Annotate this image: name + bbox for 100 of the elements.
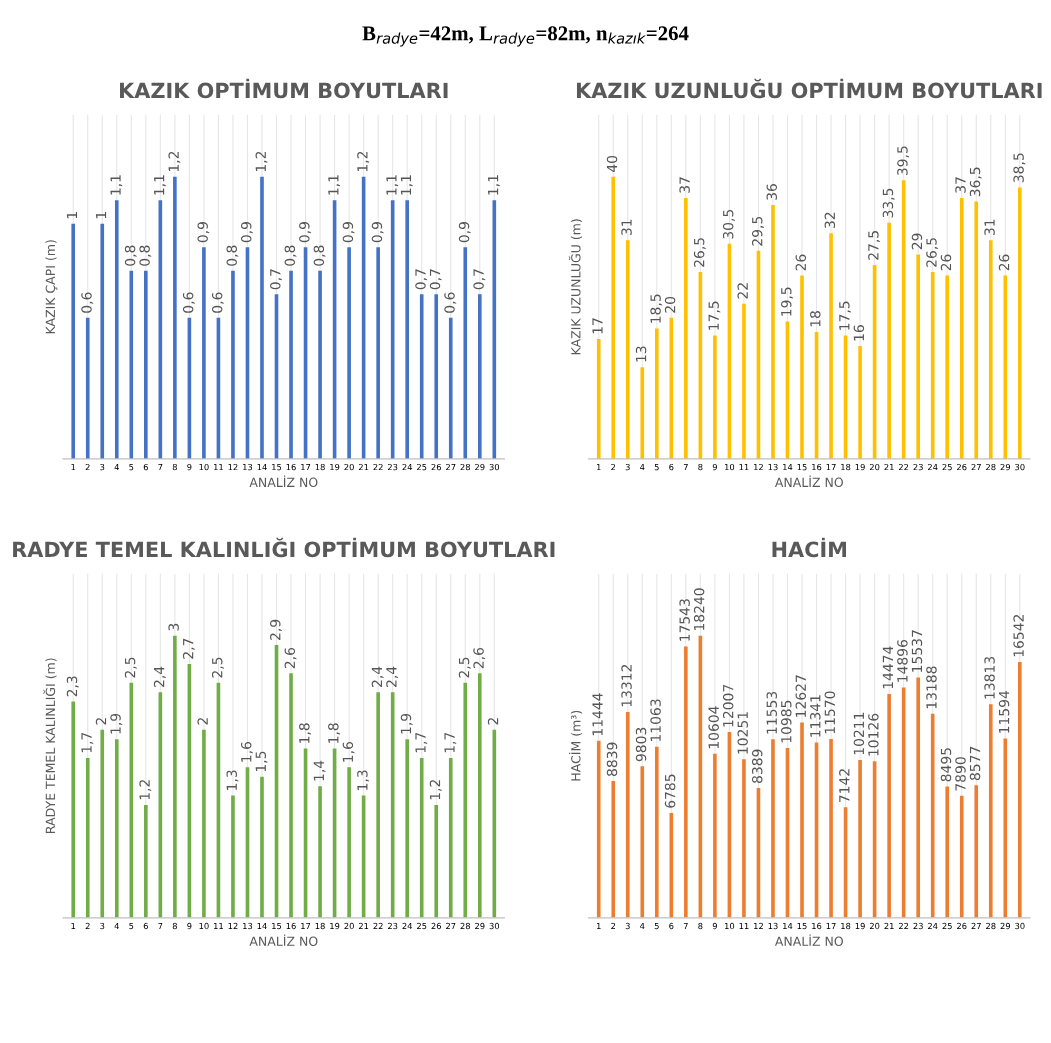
x-tick-label: 11 [739, 464, 749, 471]
data-label: 1,7 [444, 732, 457, 753]
bar [771, 205, 775, 459]
data-label: 17 [592, 318, 603, 334]
bar [945, 275, 950, 459]
data-label: 14474 [882, 646, 893, 689]
bar [129, 270, 134, 459]
data-label: 7890 [955, 757, 966, 791]
data-label: 26 [998, 254, 1010, 271]
x-tick-label: 20 [344, 463, 354, 471]
x-tick-label: 1 [71, 464, 76, 471]
x-tick-label: 6 [669, 463, 674, 471]
data-label: 2,9 [270, 619, 282, 640]
x-tick-label: 22 [898, 463, 909, 471]
bar [930, 272, 935, 459]
x-tick-label: 29 [1000, 463, 1011, 471]
data-label: 13188 [926, 666, 937, 709]
data-label: 1,1 [328, 175, 341, 195]
x-tick-label: 22 [373, 463, 383, 471]
data-label: 0,7 [473, 269, 486, 290]
x-tick-label: 25 [417, 463, 427, 471]
data-label: 2,5 [124, 657, 137, 678]
bar [684, 197, 688, 459]
data-label: 13 [635, 346, 647, 362]
y-axis-title: KAZIK ÇAPI (m) [45, 240, 58, 334]
data-label: 0,9 [240, 222, 253, 243]
bar [318, 270, 322, 459]
bar [260, 176, 264, 459]
bar [625, 711, 630, 918]
data-label: 1,2 [139, 780, 152, 800]
x-tick-label: 19 [855, 922, 865, 930]
x-tick-label: 28 [986, 463, 996, 471]
x-tick-label: 27 [971, 463, 981, 471]
bar [596, 339, 601, 459]
data-label: 29,5 [751, 216, 764, 246]
bar [477, 673, 482, 918]
bar [463, 247, 468, 459]
data-label: 0,9 [197, 222, 210, 243]
x-tick-label: 8 [172, 922, 177, 930]
data-label: 0,9 [342, 222, 355, 243]
x-tick-label: 3 [100, 922, 105, 930]
data-label: 40 [606, 155, 618, 172]
data-label: 0,7 [270, 269, 282, 290]
x-tick-label: 17 [826, 464, 836, 471]
data-label: 36,5 [969, 167, 982, 197]
bar [988, 240, 993, 459]
x-tick-label: 11 [739, 922, 749, 930]
x-tick-label: 24 [928, 922, 938, 930]
data-label: 11570 [824, 691, 836, 734]
data-label: 37 [679, 177, 690, 193]
x-tick-label: 25 [942, 463, 952, 471]
x-tick-label: 7 [158, 922, 163, 930]
bar [1003, 275, 1008, 459]
x-tick-label: 10 [725, 922, 735, 930]
x-tick-label: 21 [358, 463, 369, 471]
y-axis-title: RADYE TEMEL KALINLIĞI (m) [43, 658, 57, 833]
data-label: 0,6 [211, 292, 224, 313]
data-label: 26,5 [926, 238, 939, 267]
x-tick-label: 14 [783, 922, 793, 930]
x-tick-label: 5 [654, 922, 659, 930]
chart-title: HACİM [772, 537, 847, 558]
bar [376, 692, 380, 918]
data-label: 2,7 [182, 638, 195, 659]
bar [419, 294, 424, 459]
x-tick-label: 19 [330, 463, 340, 471]
data-label: 17,5 [708, 301, 721, 330]
bar [405, 739, 410, 918]
bar [71, 701, 76, 918]
x-tick-label: 30 [1015, 463, 1025, 471]
bar [173, 635, 177, 918]
x-tick-label: 4 [114, 922, 119, 930]
data-label: 12627 [795, 675, 807, 717]
x-tick-label: 16 [286, 922, 296, 930]
data-label: 13312 [621, 664, 632, 707]
x-tick-label: 15 [797, 922, 807, 930]
x-tick-label: 13 [243, 922, 253, 930]
data-label: 38,5 [1013, 153, 1026, 183]
data-label: 7142 [839, 769, 850, 803]
x-tick-label: 29 [475, 922, 485, 930]
bar [596, 740, 601, 918]
bar [376, 247, 380, 459]
bar [713, 335, 717, 459]
data-label: 2 [95, 718, 107, 725]
bar [202, 247, 206, 459]
bar [887, 222, 891, 459]
bar [85, 757, 90, 918]
x-tick-label: 5 [129, 464, 134, 471]
data-label: 1,8 [299, 723, 311, 743]
bar [477, 294, 482, 459]
x-tick-label: 23 [387, 463, 398, 471]
data-label: 0,7 [429, 269, 442, 290]
x-tick-label: 18 [841, 463, 851, 471]
bar [640, 766, 645, 918]
bar [448, 317, 453, 459]
data-label: 1,6 [342, 741, 355, 762]
data-label: 8577 [969, 746, 981, 781]
x-tick-label: 3 [625, 463, 630, 471]
bar [945, 786, 950, 918]
x-tick-label: 13 [768, 463, 778, 471]
x-tick-label: 5 [654, 464, 659, 471]
